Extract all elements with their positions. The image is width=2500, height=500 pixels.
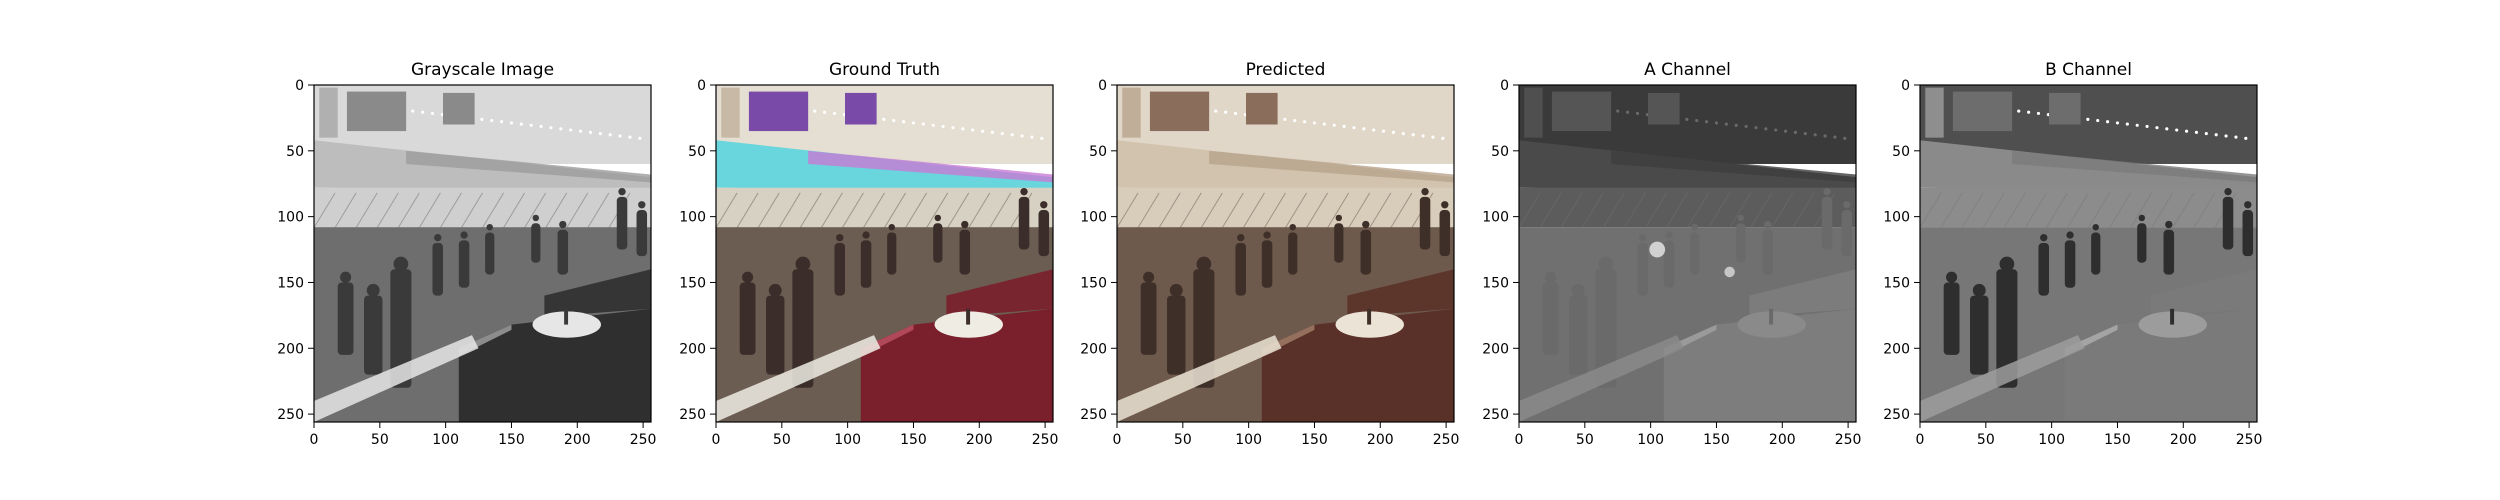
y-tick-label: 50 [688,144,706,160]
y-tick-label: 200 [1080,341,1107,357]
panel-title: Ground Truth [829,60,940,80]
x-tick-label: 250 [2236,432,2263,448]
x-tick-label: 50 [1576,432,1594,448]
y-tick-label: 250 [277,407,304,423]
y-tick-label: 150 [679,275,706,291]
y-tick-label: 200 [1482,341,1509,357]
x-tick-label: 50 [371,432,389,448]
x-tick-label: 100 [432,432,459,448]
panel-image-b [1920,85,2257,422]
panel-frame [313,84,652,423]
x-tick-label: 150 [2104,432,2131,448]
x-tick-label: 100 [1235,432,1262,448]
x-tick-label: 0 [1515,432,1524,448]
y-tick-label: 150 [1883,275,1910,291]
x-tick-label: 200 [564,432,591,448]
x-tick-label: 50 [1174,432,1192,448]
y-tick-label: 50 [1491,144,1509,160]
y-tick-label: 0 [1098,78,1107,94]
x-tick-label: 150 [1301,432,1328,448]
y-tick-label: 150 [1080,275,1107,291]
y-tick-label: 250 [679,407,706,423]
y-tick-label: 50 [286,144,304,160]
x-tick-label: 250 [1032,432,1059,448]
x-tick-label: 100 [834,432,861,448]
panel-image-a [1519,85,1856,422]
panel-frame [1116,84,1455,423]
x-tick-label: 0 [1113,432,1122,448]
panel-title: Predicted [1246,60,1326,80]
y-tick-label: 0 [295,78,304,94]
panel-image-gray [314,85,651,422]
y-tick-label: 100 [1080,210,1107,226]
y-tick-label: 150 [1482,275,1509,291]
y-tick-label: 250 [1883,407,1910,423]
x-tick-label: 200 [966,432,993,448]
y-tick-label: 100 [679,210,706,226]
x-tick-label: 0 [712,432,721,448]
x-tick-label: 150 [900,432,927,448]
x-tick-label: 150 [1703,432,1730,448]
y-tick-label: 0 [1500,78,1509,94]
x-tick-label: 200 [1367,432,1394,448]
panel-image-gt [716,85,1053,422]
y-tick-label: 150 [277,275,304,291]
panel-gray: Grayscale Image 0 50 100 150 200 250 0 50 100 150 2… [277,60,656,448]
y-tick-label: 100 [1883,210,1910,226]
panel-frame [1919,84,2258,423]
y-tick-label: 200 [1883,341,1910,357]
y-tick-label: 250 [1080,407,1107,423]
panel-b: B Channel 0 50 100 150 200 250 0 50 100 150 200 250 [1883,60,2262,448]
x-tick-label: 0 [310,432,319,448]
x-tick-label: 200 [2170,432,2197,448]
panel-title: B Channel [2045,60,2132,80]
x-tick-label: 100 [1637,432,1664,448]
panel-image-pred [1117,85,1454,422]
y-tick-label: 50 [1089,144,1107,160]
y-tick-label: 0 [1901,78,1910,94]
panel-frame [715,84,1054,423]
y-tick-label: 100 [1482,210,1509,226]
x-tick-label: 150 [498,432,525,448]
y-tick-label: 100 [277,210,304,226]
panel-title: A Channel [1644,60,1731,80]
y-tick-label: 200 [679,341,706,357]
x-tick-label: 50 [1977,432,1995,448]
panel-pred: Predicted 0 50 100 150 200 250 0 50 100 150 200 250 [1080,60,1459,448]
panel-gt: Ground Truth 0 50 100 150 200 250 0 50 100 150 200 2… [679,60,1058,448]
x-tick-label: 250 [630,432,657,448]
x-tick-label: 0 [1916,432,1925,448]
x-tick-label: 100 [2038,432,2065,448]
y-tick-label: 250 [1482,407,1509,423]
y-tick-label: 0 [697,78,706,94]
x-tick-label: 50 [773,432,791,448]
x-tick-label: 200 [1769,432,1796,448]
y-tick-label: 200 [277,341,304,357]
panel-a: A Channel 0 50 100 150 200 250 0 50 100 150 200 250 [1482,60,1861,448]
panel-title: Grayscale Image [411,60,554,80]
y-tick-label: 50 [1892,144,1910,160]
panel-frame [1518,84,1857,423]
x-tick-label: 250 [1835,432,1862,448]
x-tick-label: 250 [1433,432,1460,448]
